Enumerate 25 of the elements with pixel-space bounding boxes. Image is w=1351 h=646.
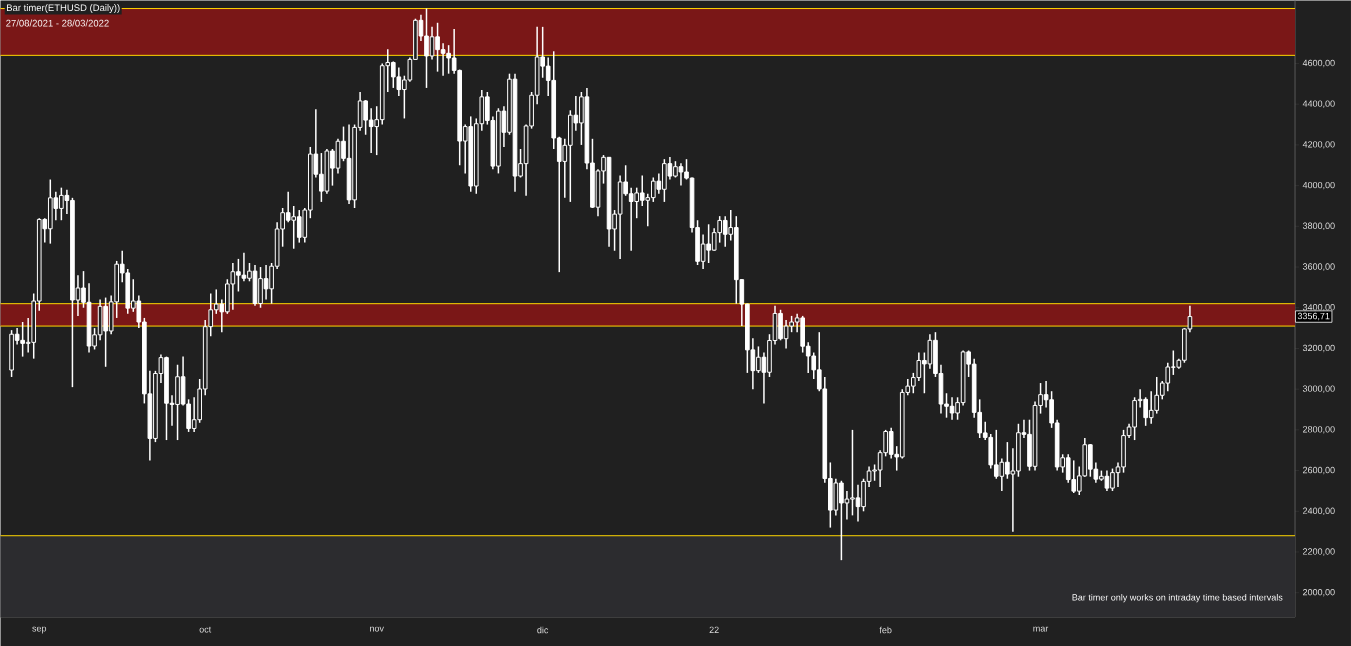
y-tick-label: 2000,00 [1303,588,1335,597]
x-tick-label: mar [1033,626,1049,632]
text: 27/08/2021 - 28/03/2022 [6,19,109,27]
y-tick-label: 2600,00 [1303,466,1335,475]
y-tick-label: 2800,00 [1303,426,1335,434]
chart-title: Bar timer(ETHUSD (Daily)) [7,4,120,13]
y-tick-label: 4400,00 [1302,100,1335,108]
x-tick-label: 22 [709,626,719,633]
y-tick-label: 3600,00 [1302,263,1335,271]
y-tick-label: 2200,00 [1303,548,1335,556]
y-tick-label: 4000,00 [1302,181,1335,190]
x-tick-label: nov [370,626,384,632]
y-tick-label: 3000,00 [1302,385,1335,393]
annotation: 3356,71 [1297,312,1330,321]
x-tick-label: dic [537,626,549,634]
y-tick-label: 2400,00 [1303,507,1335,515]
y-tick-label: 3200,00 [1302,344,1335,353]
y-tick-label: 4600,00 [1302,59,1335,68]
annotation: Bar timer only works on intraday time based intervals [1072,593,1283,603]
y-tick-label: 3400,00 [1302,303,1335,312]
x-tick-label: sep [32,626,47,634]
y-tick-label: 3800,00 [1302,222,1335,230]
y-tick-label: 4200,00 [1302,141,1335,149]
x-tick-label: feb [879,626,892,634]
x-tick-label: oct [199,626,212,633]
